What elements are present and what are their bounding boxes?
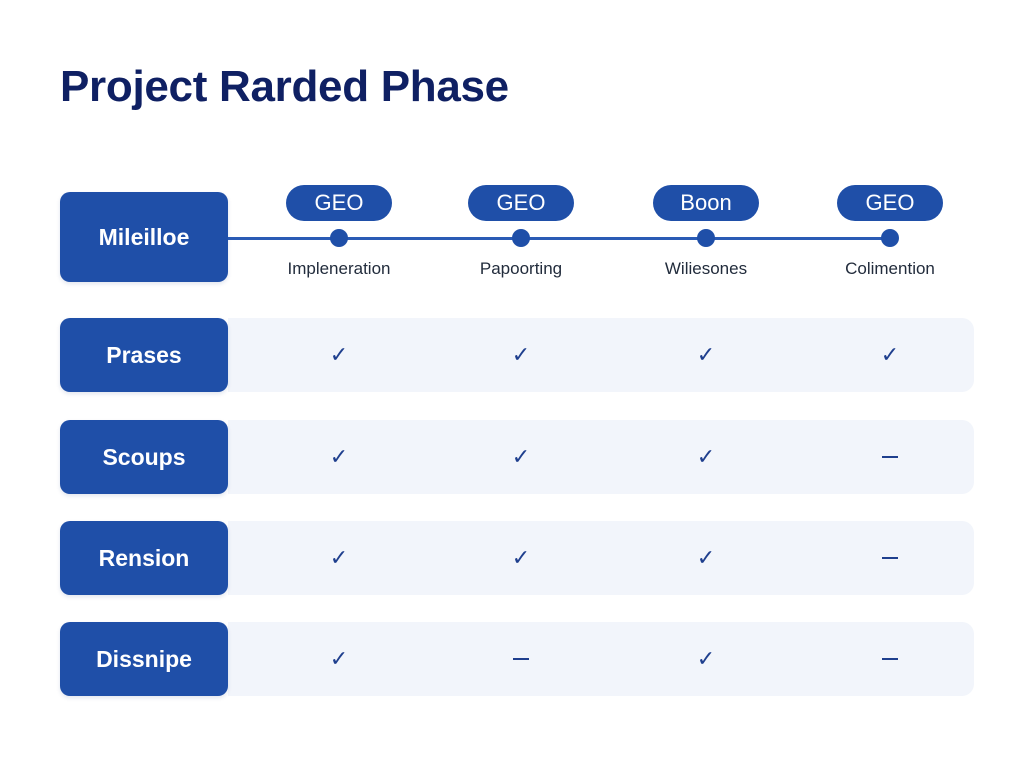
check-icon: ✓ [329, 545, 349, 570]
check-icon: ✓ [511, 545, 531, 570]
dash-icon [491, 622, 551, 696]
row-label: Rension [60, 521, 228, 595]
phase-badge[interactable]: GEO [286, 185, 392, 221]
timeline-node [330, 229, 348, 247]
check-icon: ✓ [696, 646, 716, 671]
check-icon: ✓ [696, 342, 716, 367]
check-icon: ✓ [329, 342, 349, 367]
timeline-node [881, 229, 899, 247]
phase-badge[interactable]: GEO [837, 185, 943, 221]
page-title: Project Rarded Phase [60, 62, 509, 111]
matrix-row [228, 622, 974, 696]
dash-icon [860, 420, 920, 494]
matrix-row [228, 521, 974, 595]
phase-caption: Wiliesones [664, 259, 748, 278]
row-label: Scoups [60, 420, 228, 494]
timeline-line [228, 237, 890, 240]
check-icon: ✓ [880, 342, 900, 367]
row-label: Dissnipe [60, 622, 228, 696]
dash-icon [860, 521, 920, 595]
check-icon: ✓ [329, 646, 349, 671]
timeline-node [697, 229, 715, 247]
milestone-header-label: Mileilloe [60, 192, 228, 282]
check-icon: ✓ [511, 342, 531, 367]
row-label: Prases [60, 318, 228, 392]
dash-icon [860, 622, 920, 696]
phase-caption: Papoorting [479, 259, 563, 278]
phase-badge[interactable]: GEO [468, 185, 574, 221]
check-icon: ✓ [696, 444, 716, 469]
phase-caption: Impleneration [287, 259, 391, 278]
check-icon: ✓ [329, 444, 349, 469]
check-icon: ✓ [511, 444, 531, 469]
matrix-row [228, 420, 974, 494]
phase-badge[interactable]: Boon [653, 185, 759, 221]
check-icon: ✓ [696, 545, 716, 570]
matrix-row [228, 318, 974, 392]
timeline-node [512, 229, 530, 247]
phase-caption: Colimention [845, 259, 935, 278]
